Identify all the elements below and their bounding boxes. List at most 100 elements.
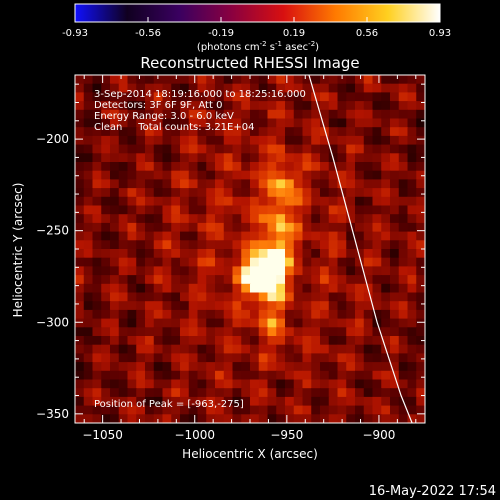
heatmap-cell — [232, 292, 242, 302]
heatmap-cell — [101, 231, 111, 241]
heatmap-cell — [180, 353, 190, 363]
heatmap-cell — [320, 414, 330, 423]
heatmap-cell — [372, 327, 382, 337]
heatmap-cell — [320, 301, 330, 311]
heatmap-cell — [118, 205, 129, 215]
heatmap-cell — [258, 135, 269, 146]
heatmap-cell — [223, 153, 234, 163]
heatmap-cell — [153, 109, 164, 120]
heatmap-cell — [223, 336, 234, 346]
heatmap-cell — [398, 196, 409, 207]
heatmap-cell — [127, 170, 137, 180]
heatmap-cell — [346, 135, 356, 146]
heatmap-cell — [311, 144, 321, 154]
heatmap-cell — [302, 405, 312, 415]
heatmap-cell — [390, 249, 400, 259]
heatmap-cell — [337, 249, 347, 259]
heatmap-cell — [110, 170, 120, 180]
heatmap-cell — [346, 414, 356, 423]
heatmap-cell — [206, 379, 216, 389]
heatmap-cell — [250, 127, 260, 137]
heatmap-cell — [293, 309, 304, 320]
heatmap-cell — [250, 118, 260, 128]
heatmap-cell — [381, 257, 391, 267]
heatmap-cell — [162, 196, 172, 207]
heatmap-cell — [232, 336, 242, 346]
heatmap-cell — [197, 179, 207, 189]
heatmap-cell — [381, 336, 391, 346]
heatmap-cell — [145, 370, 155, 381]
heatmap-cell — [223, 196, 234, 207]
heatmap-cell — [83, 205, 94, 215]
heatmap-cell — [416, 301, 425, 311]
heatmap-cell — [180, 414, 190, 423]
heatmap-cell — [302, 188, 312, 198]
heatmap-cell — [145, 92, 155, 102]
heatmap-cell — [118, 336, 129, 346]
heatmap-cell — [355, 240, 365, 250]
heatmap-cell — [215, 222, 225, 233]
colorbar-tick-label: -0.19 — [208, 28, 234, 39]
heatmap-cell — [390, 153, 400, 163]
heatmap-cell — [328, 405, 339, 415]
heatmap-cell — [118, 144, 129, 154]
heatmap-cell — [162, 205, 172, 215]
axis-ticks: −1050 −1000 −950 −900−200−250−300−350 — [36, 75, 425, 442]
heatmap-cell — [223, 414, 234, 423]
heatmap-cell — [267, 75, 277, 85]
heatmap-cell — [136, 231, 146, 241]
heatmap-cell — [276, 344, 286, 354]
heatmap-cell — [416, 222, 425, 233]
heatmap-cell — [145, 170, 155, 180]
heatmap-cell — [127, 414, 137, 423]
heatmap-cell — [92, 309, 102, 320]
heatmap-cell — [232, 388, 242, 398]
heatmap-cell — [127, 188, 137, 198]
heatmap-cell — [355, 336, 365, 346]
heatmap-cell — [162, 127, 172, 137]
heatmap-cell — [118, 257, 129, 267]
heatmap-cell — [250, 336, 260, 346]
heatmap-cell — [206, 135, 216, 146]
heatmap-cell — [92, 196, 102, 207]
heatmap-cell — [381, 222, 391, 233]
heatmap-cell — [206, 370, 216, 381]
heatmap-cell — [110, 144, 120, 154]
heatmap-cell — [153, 396, 164, 407]
heatmap-cell — [258, 318, 269, 328]
heatmap-cell — [311, 379, 321, 389]
heatmap-cell — [302, 135, 312, 146]
heatmap-cell — [293, 179, 304, 189]
heatmap-cell — [206, 101, 216, 111]
heatmap-cell — [75, 92, 85, 102]
heatmap-cell — [232, 222, 242, 233]
heatmap-cell — [311, 162, 321, 172]
heatmap-cell — [250, 170, 260, 180]
heatmap-cell — [180, 275, 190, 285]
heatmap-cell — [180, 75, 190, 85]
heatmap-cell — [276, 309, 286, 320]
heatmap-cell — [145, 144, 155, 154]
heatmap-cell — [407, 301, 417, 311]
heatmap-cell — [92, 249, 102, 259]
heatmap-cell — [328, 388, 339, 398]
heatmap-cell — [92, 205, 102, 215]
heatmap-cell — [83, 127, 94, 137]
heatmap-cell — [355, 162, 365, 172]
heatmap-cell — [145, 257, 155, 267]
heatmap-cell — [197, 135, 207, 146]
heatmap-cell — [136, 362, 146, 372]
heatmap-cell — [223, 344, 234, 354]
heatmap-cell — [197, 214, 207, 224]
heatmap-cell — [162, 405, 172, 415]
heatmap-cell — [337, 396, 347, 407]
heatmap-cell — [346, 118, 356, 128]
heatmap-cell — [407, 135, 417, 146]
heatmap-cell — [180, 118, 190, 128]
heatmap-cell — [398, 309, 409, 320]
heatmap-cell — [92, 362, 102, 372]
heatmap-cell — [188, 249, 199, 259]
heatmap-cell — [101, 170, 111, 180]
heatmap-cell — [92, 144, 102, 154]
heatmap-cell — [267, 405, 277, 415]
